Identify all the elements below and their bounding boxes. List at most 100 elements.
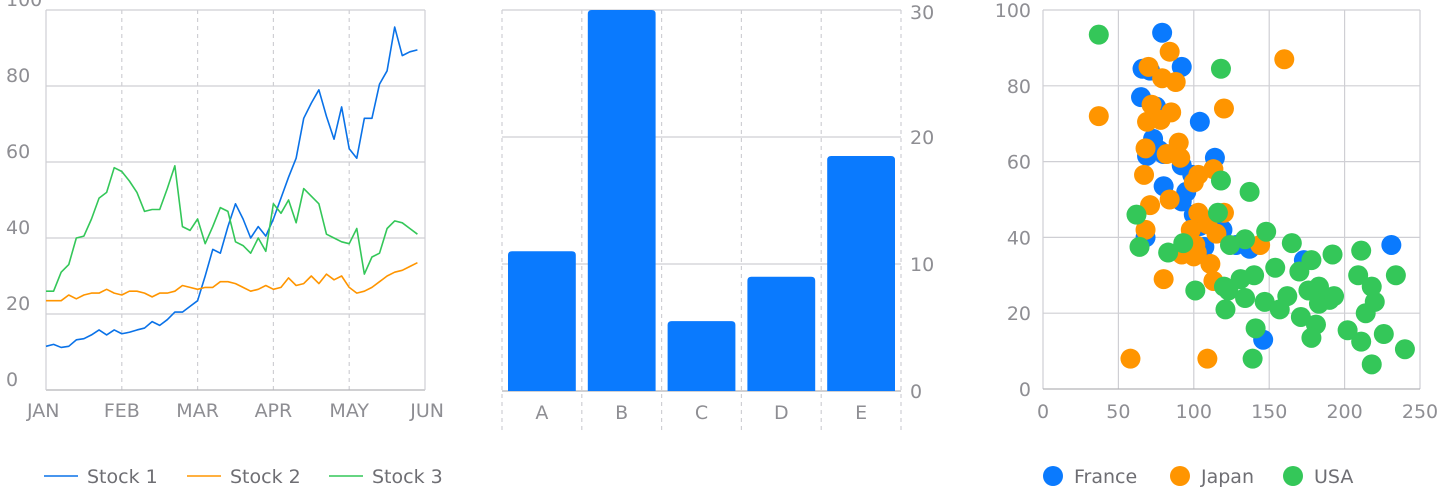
point-usa <box>1337 320 1358 341</box>
point-usa <box>1298 280 1319 301</box>
bar-e <box>827 156 895 391</box>
point-france <box>1381 234 1402 255</box>
point-usa <box>1281 233 1302 254</box>
point-japan <box>1134 164 1155 185</box>
point-japan <box>1135 138 1156 159</box>
point-japan <box>1088 106 1109 127</box>
point-japan <box>1120 348 1141 369</box>
x-tick-label: MAY <box>329 400 369 422</box>
point-usa <box>1385 265 1406 286</box>
y-tick-label: 30 <box>910 2 934 24</box>
point-japan <box>1135 219 1156 240</box>
legend-swatch <box>1043 466 1063 486</box>
point-japan <box>1141 94 1162 115</box>
legend-label: France <box>1074 466 1137 488</box>
bar-b <box>587 10 656 391</box>
y-tick-label: 20 <box>910 127 934 149</box>
point-usa <box>1351 240 1372 261</box>
bar-c <box>667 321 736 391</box>
series-line-stock-2 <box>46 261 418 302</box>
bar-a <box>508 251 576 391</box>
point-usa <box>1218 280 1239 301</box>
point-japan <box>1138 56 1159 77</box>
point-japan <box>1183 172 1204 193</box>
y-tick-label: 100 <box>6 0 42 11</box>
point-france <box>1152 22 1173 43</box>
point-japan <box>1159 189 1180 210</box>
point-france <box>1189 111 1210 132</box>
x-tick-label: 0 <box>1037 401 1049 423</box>
y-tick-label: 100 <box>995 0 1031 22</box>
point-japan <box>1159 41 1180 62</box>
y-tick-label: 60 <box>6 141 30 163</box>
legend-swatch <box>1283 466 1303 486</box>
point-japan <box>1153 269 1174 290</box>
y-tick-label: 10 <box>910 254 934 276</box>
point-japan <box>1165 72 1186 93</box>
y-tick-label: 40 <box>1007 227 1031 249</box>
legend-label: Stock 2 <box>230 466 301 488</box>
y-tick-label: 20 <box>1007 303 1031 325</box>
x-tick-label: 100 <box>1176 401 1212 423</box>
point-usa <box>1373 324 1394 345</box>
y-tick-label: 40 <box>6 217 30 239</box>
point-usa <box>1219 234 1240 255</box>
point-usa <box>1361 276 1382 297</box>
x-tick-label: D <box>774 402 789 424</box>
point-usa <box>1265 257 1286 278</box>
y-tick-label: 0 <box>6 369 18 391</box>
point-usa <box>1173 233 1194 254</box>
x-tick-label: B <box>615 402 628 424</box>
point-usa <box>1210 170 1231 191</box>
point-usa <box>1348 265 1369 286</box>
point-usa <box>1235 288 1256 309</box>
series-line-stock-3 <box>46 165 418 293</box>
legend-label: Stock 1 <box>87 466 158 488</box>
x-tick-label: E <box>855 402 867 424</box>
point-usa <box>1324 286 1345 307</box>
y-tick-label: 0 <box>910 381 922 403</box>
point-usa <box>1245 318 1266 339</box>
x-tick-label: A <box>535 402 548 424</box>
point-usa <box>1322 244 1343 265</box>
y-tick-label: 60 <box>1007 152 1031 174</box>
point-usa <box>1290 306 1311 327</box>
x-tick-label: FEB <box>104 400 140 422</box>
point-japan <box>1213 98 1234 119</box>
y-tick-label: 0 <box>1019 379 1031 401</box>
x-tick-label: C <box>695 402 708 424</box>
bar-d <box>747 276 816 391</box>
point-usa <box>1207 202 1228 223</box>
x-tick-label: 250 <box>1402 401 1438 423</box>
legend-label: Japan <box>1200 466 1254 488</box>
x-tick-label: 200 <box>1326 401 1362 423</box>
point-usa <box>1210 58 1231 79</box>
point-japan <box>1150 109 1171 130</box>
point-japan <box>1197 348 1218 369</box>
point-usa <box>1126 204 1147 225</box>
point-usa <box>1269 299 1290 320</box>
point-usa <box>1158 242 1179 263</box>
point-usa <box>1185 280 1206 301</box>
x-tick-label: 150 <box>1251 401 1287 423</box>
point-usa <box>1351 331 1372 352</box>
point-usa <box>1254 291 1275 312</box>
y-tick-label: 80 <box>1007 76 1031 98</box>
bar-chart: 0 10 20 30 A B C D E <box>501 2 934 432</box>
point-usa <box>1355 303 1376 324</box>
scatter-chart: 0 50 100 150 200 250 0 20 40 60 80 100 France Japan US… <box>995 0 1438 488</box>
legend-swatch <box>1170 466 1190 486</box>
point-usa <box>1301 327 1322 348</box>
y-tick-label: 80 <box>6 65 30 87</box>
line-chart: 0 20 40 60 80 100 JAN FEB MAR APR MAY JUN Stock 1 Sto… <box>6 0 444 488</box>
x-tick-label: APR <box>255 400 293 422</box>
point-usa <box>1088 24 1109 45</box>
point-japan <box>1274 49 1295 70</box>
x-tick-label: MAR <box>176 400 219 422</box>
point-usa <box>1235 229 1256 250</box>
series-line-stock-1 <box>45 26 418 349</box>
point-usa <box>1256 221 1277 242</box>
point-japan <box>1200 253 1221 274</box>
point-usa <box>1239 181 1260 202</box>
